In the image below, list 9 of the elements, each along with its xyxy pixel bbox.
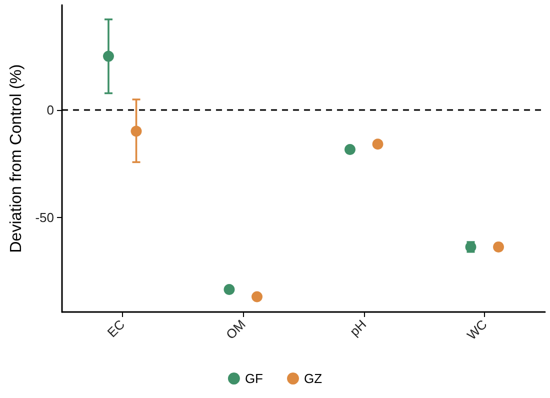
x-tick-label: WC [464, 316, 490, 343]
y-axis-title: Deviation from Control (%) [8, 64, 25, 253]
y-tick-label: -50 [35, 210, 54, 226]
y-tick-label: 0 [46, 102, 54, 118]
legend-label: GZ [304, 371, 322, 386]
legend-label: GF [244, 371, 264, 386]
x-tick-label: EC [104, 316, 128, 340]
x-tick-label: OM [223, 316, 248, 342]
x-tick-label: pH [346, 316, 370, 340]
